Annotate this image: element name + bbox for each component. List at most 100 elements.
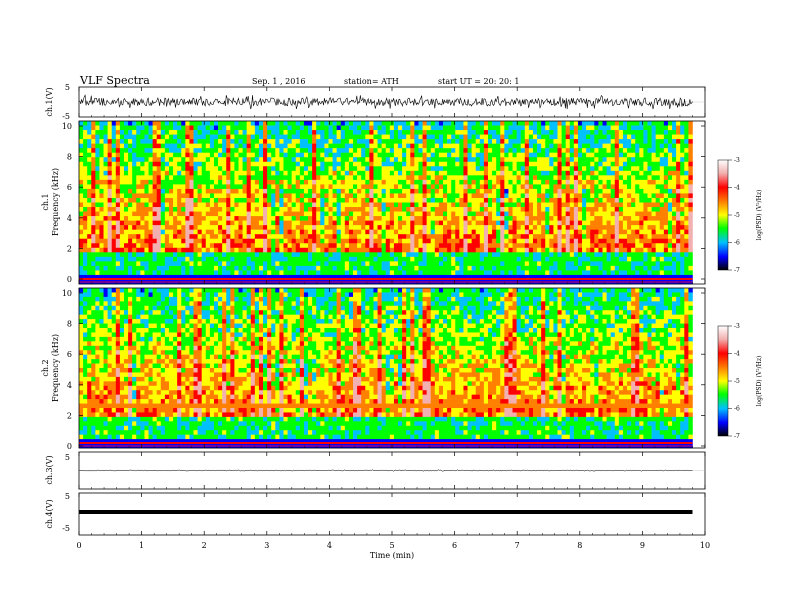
spectrogram-cell xyxy=(528,148,534,153)
spectrogram-cell xyxy=(267,265,272,271)
spectrogram-cell xyxy=(348,243,354,249)
spectrogram-cell xyxy=(320,152,325,158)
spectrogram-cell xyxy=(128,211,133,217)
spectrogram-cell xyxy=(622,234,628,240)
spectrogram-cell xyxy=(303,229,309,235)
spectrogram-cell xyxy=(606,225,611,230)
spectrogram-cell xyxy=(348,256,354,262)
spectrogram-cell xyxy=(299,188,305,194)
spectrogram-cell xyxy=(226,152,231,158)
spectrogram-cell xyxy=(602,121,607,126)
spectrogram-cell xyxy=(410,220,415,226)
spectrogram-cell xyxy=(246,243,252,249)
spectrogram-cell xyxy=(115,184,121,190)
spectrogram-cell xyxy=(532,130,538,135)
spectrogram-cell xyxy=(254,247,260,253)
spectrogram-cell xyxy=(271,274,276,280)
spectrogram-cell xyxy=(226,211,231,217)
spectrogram-cell xyxy=(234,188,239,194)
spectrogram-cell xyxy=(606,121,611,126)
spectrogram-cell xyxy=(475,188,481,194)
spectrogram-cell xyxy=(471,229,477,235)
spectrogram-cell xyxy=(414,175,419,181)
spectrogram-cell xyxy=(197,247,202,253)
spectrogram-cell xyxy=(189,256,194,262)
spectrogram-cell xyxy=(201,143,207,149)
spectrogram-cell xyxy=(459,265,464,271)
spectrogram-cell xyxy=(213,256,219,262)
spectrogram-cell xyxy=(222,216,227,221)
spectrogram-cell xyxy=(451,274,456,280)
spectrogram-cell xyxy=(181,161,186,167)
spectrogram-cell xyxy=(291,207,297,212)
spectrogram-cell xyxy=(115,216,121,221)
spectrogram-cell xyxy=(279,166,284,172)
spectrogram-cell xyxy=(447,175,452,181)
spectrogram-cell xyxy=(279,207,284,212)
spectrogram-cell xyxy=(598,220,603,226)
spectrogram-cell xyxy=(434,247,440,253)
spectrogram-cell xyxy=(385,148,391,153)
spectrogram-cell xyxy=(226,265,231,271)
spectrogram-cell xyxy=(487,143,493,149)
spectrogram-cell xyxy=(156,202,162,208)
spectrogram-cell xyxy=(299,211,305,217)
spectrogram-cell xyxy=(577,152,583,158)
spectrogram-cell xyxy=(189,148,194,153)
spectrogram-cell xyxy=(119,197,125,203)
spectrogram-cell xyxy=(140,261,145,267)
spectrogram-cell xyxy=(463,130,468,135)
spectrogram-cell xyxy=(303,238,309,244)
spectrogram-cell xyxy=(541,238,546,244)
spectrogram-cell xyxy=(234,274,239,280)
spectrogram-cell xyxy=(553,197,558,203)
spectrogram-cell xyxy=(99,161,104,167)
spectrogram-cell xyxy=(279,188,284,194)
spectrogram-cell xyxy=(377,274,382,280)
spectrogram-cell xyxy=(516,148,522,153)
spectrogram-cell xyxy=(365,216,370,221)
spectrogram-cell xyxy=(414,225,419,230)
spectrogram-cell xyxy=(496,134,501,140)
spectrogram-cell xyxy=(590,256,595,262)
spectrogram-cell xyxy=(622,157,628,163)
spectrogram-cell xyxy=(426,247,432,253)
spectrogram-cell xyxy=(246,166,252,172)
spectrogram-cell xyxy=(308,252,313,258)
spectrogram-cell xyxy=(443,247,448,253)
spectrogram-cell xyxy=(373,265,378,271)
spectrogram-cell xyxy=(561,152,566,158)
spectrogram-cell xyxy=(504,265,509,271)
spectrogram-cell xyxy=(537,170,542,176)
spectrogram-cell xyxy=(213,211,219,217)
spectrogram-cell xyxy=(103,252,108,258)
spectrogram-cell xyxy=(99,139,104,144)
spectrogram-cell xyxy=(271,261,276,267)
spectrogram-cell xyxy=(353,211,358,217)
spectrogram-cell xyxy=(422,188,427,194)
spectrogram-cell xyxy=(471,207,477,212)
spectrogram-cell xyxy=(99,261,104,267)
spectrogram-cell xyxy=(87,134,92,140)
spectrogram-cell xyxy=(438,193,444,199)
spectrogram-cell xyxy=(99,220,104,226)
spectrogram-cell xyxy=(594,121,599,126)
spectrogram-cell xyxy=(79,261,84,267)
spectrogram-cell xyxy=(148,202,153,208)
spectrogram-cell xyxy=(422,139,427,144)
spectrogram-cell xyxy=(569,270,575,276)
spectrogram-cell xyxy=(328,261,333,267)
spectrogram-cell xyxy=(549,139,554,144)
spectrogram-cell xyxy=(295,216,301,221)
spectrogram-cell xyxy=(496,188,501,194)
spectrogram-cell xyxy=(512,170,517,176)
spectrogram-cell xyxy=(393,270,399,276)
spectrogram-cell xyxy=(520,148,526,153)
spectrogram-cell xyxy=(336,193,342,199)
spectrogram-cell xyxy=(181,193,186,199)
spectrogram-cell xyxy=(373,234,378,240)
spectrogram-cell xyxy=(504,234,509,240)
spectrogram-cell xyxy=(561,234,566,240)
spectrogram-cell xyxy=(250,193,256,199)
spectrogram-cell xyxy=(422,157,427,163)
